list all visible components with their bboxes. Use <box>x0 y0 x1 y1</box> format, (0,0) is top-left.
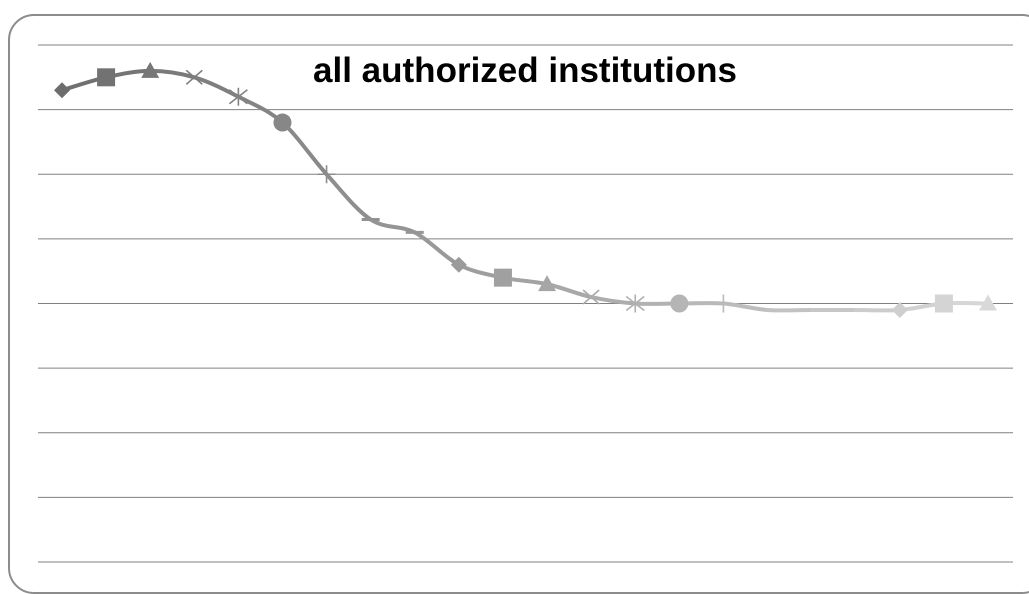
data-point-marker <box>935 295 953 313</box>
data-point-marker <box>714 295 732 313</box>
data-point-marker <box>273 114 291 132</box>
data-point-marker <box>494 269 512 287</box>
line-segment <box>723 304 767 310</box>
line-segment <box>194 77 238 96</box>
line-segment <box>282 123 326 175</box>
line-segment <box>371 219 415 232</box>
chart-title: all authorized institutions <box>313 51 737 90</box>
data-point-marker <box>54 82 70 98</box>
data-point-marker <box>97 68 115 86</box>
line-segment <box>415 232 459 264</box>
data-point-marker <box>670 295 688 313</box>
data-point-marker <box>229 88 247 106</box>
series-line <box>62 71 988 311</box>
data-point-marker <box>892 302 908 318</box>
gridlines <box>38 45 1013 562</box>
line-segment <box>327 174 371 219</box>
